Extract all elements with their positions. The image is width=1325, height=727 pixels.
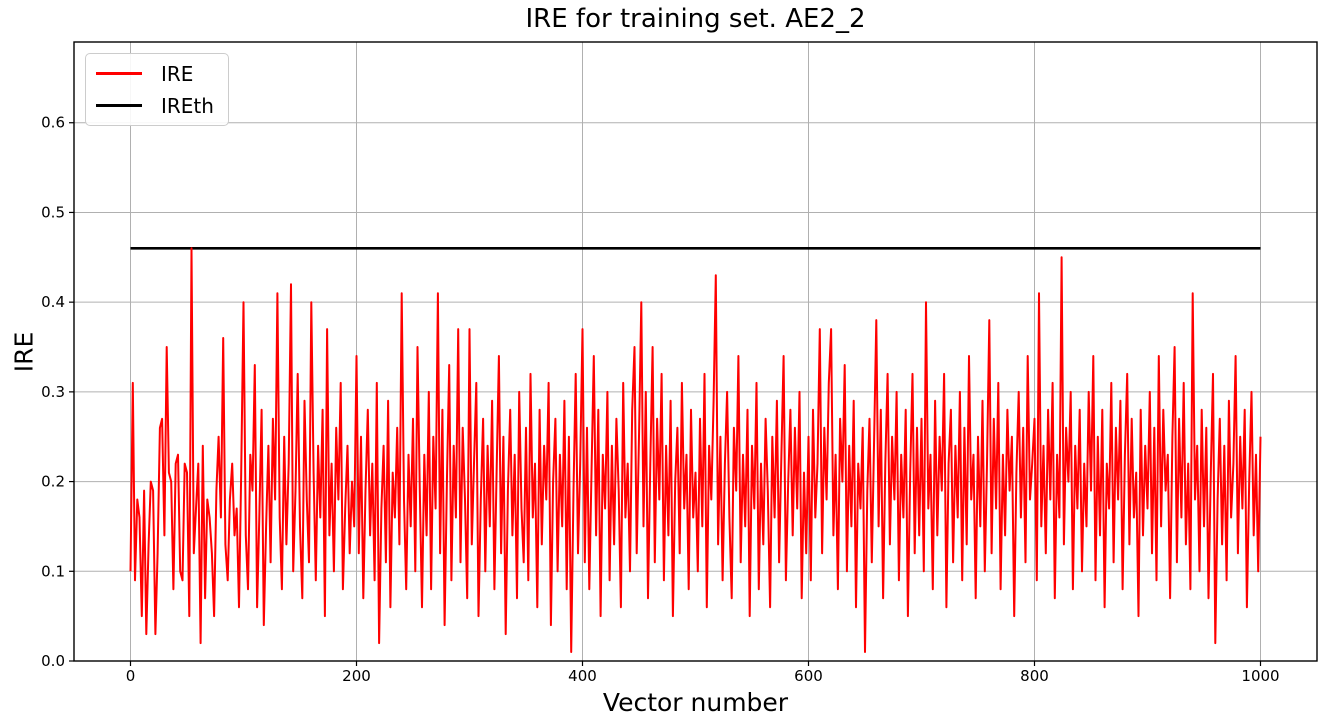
x-tick-label: 0 <box>126 667 136 685</box>
ireth-line-swatch <box>96 104 142 107</box>
y-tick-label: 0.5 <box>41 203 65 221</box>
ire-series-line <box>129 247 1262 653</box>
legend-item-ire: IRE <box>96 61 214 86</box>
x-tick-label: 400 <box>568 667 597 685</box>
axes-frame <box>73 41 1318 662</box>
y-tick-label: 0.3 <box>41 383 65 401</box>
y-axis-label: IRE <box>9 331 39 373</box>
legend-label-ireth: IREth <box>161 93 214 118</box>
ire-line-swatch <box>96 72 142 75</box>
legend-label-ire: IRE <box>161 61 194 86</box>
x-tick-label: 1000 <box>1241 667 1279 685</box>
y-tick-label: 0.2 <box>41 473 65 491</box>
y-tick-label: 0.0 <box>41 652 65 670</box>
y-tick-label: 0.6 <box>41 114 65 132</box>
legend-item-ireth: IREth <box>96 93 214 118</box>
y-tick-label: 0.1 <box>41 562 65 580</box>
x-axis-label: Vector number <box>602 688 789 717</box>
x-tick-label: 200 <box>342 667 371 685</box>
x-tick-label: 800 <box>1020 667 1049 685</box>
y-tick-label: 0.4 <box>41 293 65 311</box>
x-tick-label: 600 <box>794 667 823 685</box>
chart-title: IRE for training set. AE2_2 <box>525 4 866 34</box>
legend: IRE IREth <box>85 53 229 126</box>
